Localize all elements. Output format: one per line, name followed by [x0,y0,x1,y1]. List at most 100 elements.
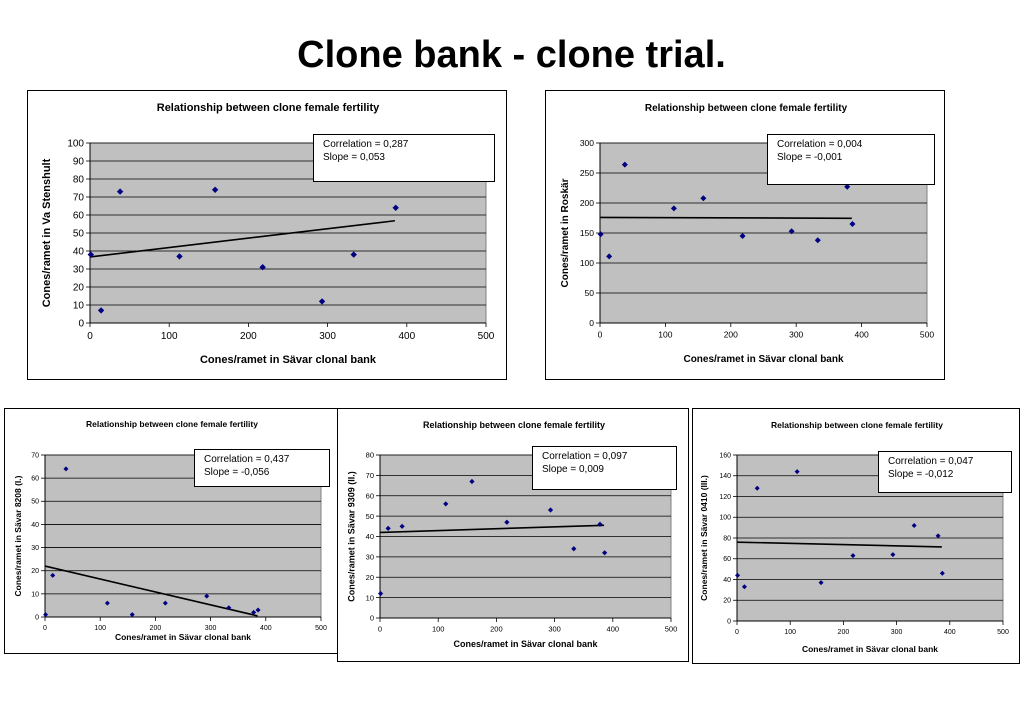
data-point [259,264,266,271]
y-tick-label: 150 [580,228,594,238]
x-tick-label: 200 [838,629,850,636]
y-tick-label: 100 [719,515,731,522]
y-tick-label: 300 [580,138,594,148]
chart-title: Relationship between clone female fertil… [86,419,258,429]
y-axis-label: Cones/ramet in Sävar 8208 (I.) [13,475,23,596]
data-point [939,570,945,576]
data-point [104,600,110,606]
x-tick-label: 500 [665,625,678,634]
data-point [818,580,824,586]
data-point [469,478,475,485]
stats-box: Correlation = 0,097 Slope = 0,009 [532,446,677,490]
y-tick-label: 10 [31,591,39,598]
trendline [89,219,396,258]
x-tick-label: 500 [997,629,1009,636]
x-axis-label: Cones/ramet in Sävar clonal bank [115,632,251,642]
x-tick-label: 100 [161,331,178,342]
y-axis-label: Cones/ramet in Roskär [560,178,571,287]
data-point [621,161,628,168]
correlation-label: Correlation = 0,437 [204,454,290,465]
y-tick-label: 10 [366,593,374,602]
x-tick-label: 0 [43,625,47,632]
page-title: Clone bank - clone trial. [297,34,726,76]
data-point [87,251,94,258]
x-axis-label: Cones/ramet in Sävar clonal bank [683,354,843,365]
y-tick-label: 120 [719,494,731,501]
y-tick-label: 40 [723,577,731,584]
stats-box: Correlation = 0,287 Slope = 0,053 [313,134,495,182]
data-point [890,552,896,558]
y-tick-label: 30 [73,265,85,276]
chart-panel-stenshult: 0 10 20 30 40 50 60 70 80 90 100 0 100 200 300 400 500 Re… [27,90,507,380]
x-tick-label: 0 [87,331,93,342]
y-tick-label: 60 [366,491,374,500]
data-point [606,253,613,260]
y-tick-label: 0 [370,614,374,623]
data-point [43,612,49,618]
data-point [211,186,219,193]
y-tick-label: 30 [366,553,374,562]
y-tick-label: 10 [73,301,85,312]
y-tick-label: 50 [585,288,595,298]
chart-panel-savar-0410: 0 20 40 60 80 100 120 140 160 0 100 200 300 400 500 Rel… [692,408,1020,664]
data-point [754,485,760,491]
x-tick-label: 0 [598,330,603,340]
x-tick-label: 200 [240,331,257,342]
data-point [911,523,917,529]
trendline [736,541,942,548]
y-tick-label: 250 [580,168,594,178]
y-tick-label: 60 [73,211,85,222]
x-tick-label: 300 [319,331,336,342]
stats-box: Correlation = 0,004 Slope = -0,001 [767,134,935,185]
data-point [597,521,603,527]
x-tick-label: 400 [944,629,956,636]
y-tick-label: 0 [35,614,39,621]
x-tick-label: 300 [548,625,561,634]
x-tick-label: 500 [478,331,495,342]
stats-box: Correlation = 0,437 Slope = -0,056 [194,449,330,487]
correlation-label: Correlation = 0,287 [323,139,409,150]
data-point [547,507,554,513]
data-point [788,228,795,235]
chart-title: Relationship between clone female fertil… [157,102,380,114]
x-tick-label: 400 [260,625,272,632]
x-tick-label: 100 [658,330,672,340]
slope-label: Slope = -0,056 [204,466,270,478]
data-point [794,469,800,475]
x-tick-label: 400 [398,331,415,342]
x-tick-label: 100 [432,625,445,634]
slope-label: Slope = -0,012 [888,468,954,480]
chart-svg: 0 20 40 60 80 100 120 140 160 0 100 200 300 400 500 Rel… [699,420,1009,654]
y-tick-label: 40 [73,247,85,258]
x-tick-label: 300 [205,625,217,632]
y-tick-label: 100 [67,139,84,150]
x-tick-label: 500 [920,330,934,340]
data-point [226,605,232,611]
data-point [700,195,707,202]
y-tick-label: 160 [719,452,731,459]
y-tick-label: 0 [727,618,731,625]
data-point [63,466,69,472]
data-point [741,584,747,590]
y-tick-label: 20 [366,573,374,582]
data-point [204,593,210,599]
data-point [97,307,105,314]
x-tick-label: 0 [378,625,382,634]
chart-title: Relationship between clone female fertil… [645,103,848,114]
y-tick-label: 20 [723,598,731,605]
trendline [44,565,258,617]
y-axis-label: Cones/ramet in Sävar 0410 (III.) [699,475,709,601]
data-point [850,553,856,559]
y-tick-label: 80 [366,451,374,460]
y-tick-label: 30 [31,545,39,552]
y-tick-label: 50 [73,229,85,240]
data-point [251,609,257,615]
trendline [379,524,605,534]
data-point [670,205,677,212]
y-tick-label: 0 [589,318,594,328]
correlation-label: Correlation = 0,047 [888,456,974,467]
y-tick-label: 70 [73,193,85,204]
y-tick-label: 20 [73,283,85,294]
x-tick-label: 200 [490,625,503,634]
data-point [176,253,183,260]
